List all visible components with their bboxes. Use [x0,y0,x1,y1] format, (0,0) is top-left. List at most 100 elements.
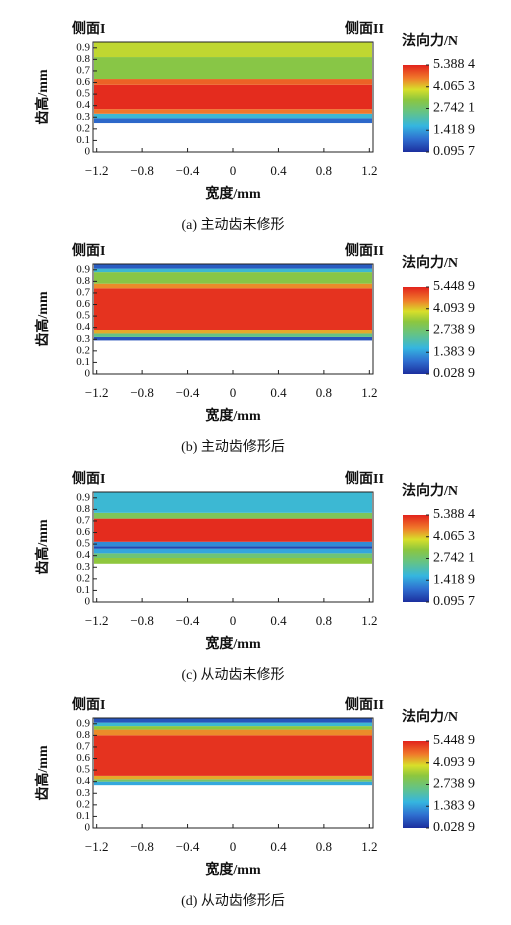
colorbar-tick-label: 2.742 1 [433,551,475,566]
x-tick-label: −0.4 [176,163,200,178]
y-axis-label: 齿高/mm [34,69,51,125]
force-band [94,718,372,723]
colorbar-label: 法向力/N [402,254,458,271]
side-left-label: 侧面I [72,696,105,713]
force-band [94,118,372,124]
y-tick-label: 0.4 [76,775,90,787]
force-band [94,729,372,736]
x-tick-label: −0.4 [176,839,200,854]
x-tick-label: 0 [230,839,237,854]
y-tick-label: 0.9 [76,263,90,275]
y-tick-label: 0.8 [76,729,90,741]
y-tick-label: 0.4 [76,99,90,111]
x-axis-label: 宽度/mm [205,185,261,202]
force-band [94,84,372,110]
colorbar-tick-label: 5.448 9 [433,733,475,748]
x-tick-label: 0.8 [316,163,332,178]
caption: (d) 从动齿修形后 [181,893,285,909]
force-band [94,113,372,119]
side-right-label: 侧面II [345,696,384,713]
force-band [94,548,372,554]
caption: (c) 从动齿未修形 [181,667,284,683]
x-tick-label: 0 [230,385,237,400]
force-band [94,726,372,730]
force-band [94,775,372,780]
y-tick-label: 0.1 [76,584,90,596]
y-tick-label: 0.6 [76,298,90,310]
y-tick-label: 0.3 [76,333,90,345]
force-band [94,336,372,341]
colorbar-tick-label: 4.093 9 [433,755,475,770]
y-tick-label: 0.7 [76,514,90,526]
x-tick-label: −1.2 [85,385,109,400]
x-tick-label: −1.2 [85,839,109,854]
y-tick-label: 0.2 [76,798,90,810]
x-tick-label: −0.4 [176,385,200,400]
colorbar-tick-label: 1.418 9 [433,572,475,587]
y-tick-label: 0.4 [76,549,90,561]
colorbar-tick-label: 0.095 7 [433,144,475,159]
y-tick-label: 0 [85,822,91,834]
y-tick-label: 0 [85,146,91,158]
force-band [94,57,372,80]
x-axis-label: 宽度/mm [205,861,261,878]
force-band [94,283,372,289]
y-tick-label: 0.2 [76,122,90,134]
y-tick-label: 0 [85,596,91,608]
colorbar [403,741,429,828]
y-tick-label: 0.5 [76,538,90,550]
x-tick-label: 0.8 [316,385,332,400]
caption: (b) 主动齿修形后 [181,439,285,455]
y-tick-label: 0.1 [76,356,90,368]
x-tick-label: −1.2 [85,613,109,628]
force-band [94,288,372,330]
force-band [94,558,372,564]
y-tick-label: 0.7 [76,740,90,752]
y-tick-label: 0.7 [76,64,90,76]
force-band [94,781,372,786]
colorbar-tick-label: 4.065 3 [433,529,475,544]
x-tick-label: −1.2 [85,163,109,178]
colorbar-tick-label: 5.448 9 [433,279,475,294]
force-band [94,735,372,776]
y-tick-label: 0.2 [76,572,90,584]
colorbar-tick-label: 4.065 3 [433,79,475,94]
x-tick-label: 0 [230,163,237,178]
force-band [94,264,372,269]
force-band [94,546,372,549]
y-tick-label: 0 [85,368,91,380]
y-tick-label: 0.9 [76,491,90,503]
force-band [94,779,372,782]
side-right-label: 侧面II [345,20,384,37]
y-tick-label: 0.4 [76,321,90,333]
caption: (a) 主动齿未修形 [181,217,284,233]
y-axis-label: 齿高/mm [34,519,51,575]
colorbar [403,65,429,152]
y-tick-label: 0.3 [76,111,90,123]
colorbar [403,287,429,374]
y-tick-label: 0.5 [76,310,90,322]
x-tick-label: −0.8 [130,385,154,400]
y-tick-label: 0.6 [76,752,90,764]
y-tick-label: 0.7 [76,286,90,298]
side-left-label: 侧面I [72,20,105,37]
x-tick-label: 0.4 [270,385,287,400]
x-axis-label: 宽度/mm [205,635,261,652]
colorbar-label: 法向力/N [402,708,458,725]
force-band [94,722,372,727]
colorbar-tick-label: 1.383 9 [433,344,475,359]
x-tick-label: 1.2 [361,613,377,628]
y-tick-label: 0.6 [76,76,90,88]
colorbar-tick-label: 2.742 1 [433,101,475,116]
colorbar-tick-label: 2.738 9 [433,777,475,792]
force-band [94,109,372,114]
force-band [94,492,372,513]
side-right-label: 侧面II [345,470,384,487]
colorbar-tick-label: 1.383 9 [433,798,475,813]
colorbar-tick-label: 5.388 4 [433,57,475,72]
x-tick-label: 0.8 [316,613,332,628]
colorbar-tick-label: 5.388 4 [433,507,475,522]
x-tick-label: 1.2 [361,385,377,400]
y-tick-label: 0.2 [76,344,90,356]
x-tick-label: −0.8 [130,839,154,854]
